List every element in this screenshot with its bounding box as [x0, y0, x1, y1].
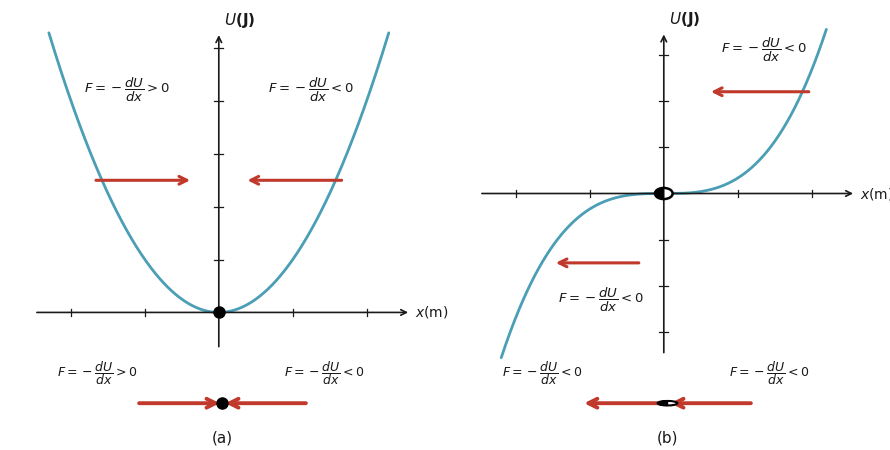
Text: (b): (b) — [657, 431, 678, 446]
Text: $F = -\dfrac{dU}{dx}<0$: $F = -\dfrac{dU}{dx}<0$ — [721, 36, 806, 64]
Text: $U$(J): $U$(J) — [224, 11, 255, 30]
Polygon shape — [658, 401, 668, 405]
Text: $F = -\dfrac{dU}{dx}<0$: $F = -\dfrac{dU}{dx}<0$ — [502, 360, 583, 387]
Circle shape — [658, 401, 677, 405]
Text: $F = -\dfrac{dU}{dx}<0$: $F = -\dfrac{dU}{dx}<0$ — [558, 286, 643, 314]
Text: $x$(m): $x$(m) — [415, 305, 449, 320]
Text: $F = -\dfrac{dU}{dx}>0$: $F = -\dfrac{dU}{dx}>0$ — [57, 360, 138, 387]
Text: $F = -\dfrac{dU}{dx}>0$: $F = -\dfrac{dU}{dx}>0$ — [84, 76, 169, 104]
Text: $F = -\dfrac{dU}{dx}<0$: $F = -\dfrac{dU}{dx}<0$ — [268, 76, 354, 104]
Circle shape — [655, 188, 673, 199]
Text: $F = -\dfrac{dU}{dx}<0$: $F = -\dfrac{dU}{dx}<0$ — [729, 360, 810, 387]
Text: $F = -\dfrac{dU}{dx}<0$: $F = -\dfrac{dU}{dx}<0$ — [284, 360, 365, 387]
Text: $U$(J): $U$(J) — [669, 10, 700, 29]
Polygon shape — [655, 188, 664, 199]
Text: (a): (a) — [212, 431, 233, 446]
Text: $x$(m): $x$(m) — [860, 185, 890, 202]
